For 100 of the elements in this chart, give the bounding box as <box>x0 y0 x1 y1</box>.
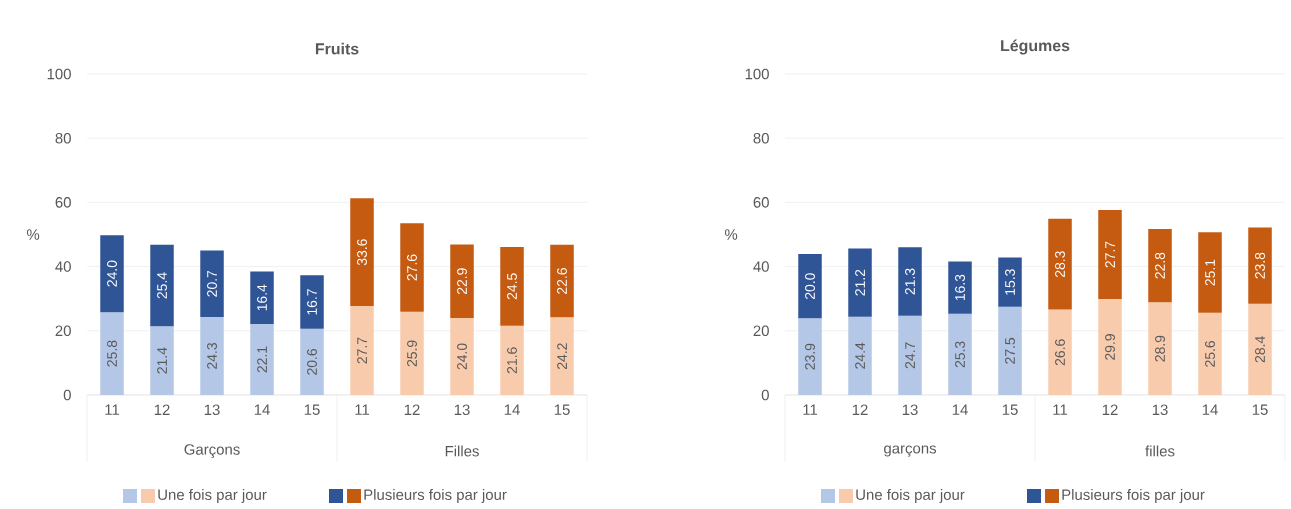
bar <box>1098 299 1122 395</box>
x-tick-label: 12 <box>1102 404 1118 415</box>
x-tick-label: 13 <box>204 404 220 416</box>
data-label: 21.6 <box>507 347 517 374</box>
bar <box>1198 232 1222 313</box>
data-label: 16.3 <box>955 274 965 301</box>
y-tick-label: 80 <box>753 132 769 144</box>
x-tick-label: 14 <box>1202 404 1218 415</box>
x-tick-label: 14 <box>504 404 520 415</box>
bar <box>1148 229 1172 303</box>
x-tick-label: 15 <box>1002 404 1018 415</box>
data-label: 28.9 <box>1155 335 1165 362</box>
y-tick-label: 100 <box>745 68 769 80</box>
data-label: 25.1 <box>1205 259 1215 286</box>
bar <box>1148 302 1172 395</box>
data-label: 26.6 <box>1055 339 1065 366</box>
data-label: 25.8 <box>107 340 117 367</box>
bar <box>798 254 822 319</box>
bar <box>400 311 424 395</box>
bar <box>350 198 374 307</box>
chart-title: Fruits <box>315 42 359 55</box>
x-tick-label: 11 <box>1053 404 1068 415</box>
bar <box>898 247 922 316</box>
y-tick-label: 40 <box>55 261 71 272</box>
bar <box>1098 210 1122 300</box>
x-tick-label: 11 <box>803 404 818 415</box>
x-tick-label: 12 <box>404 404 420 415</box>
x-tick-label: 15 <box>1252 404 1268 415</box>
bar <box>250 324 274 395</box>
legend-label: Une fois par jour <box>856 489 965 503</box>
data-label: 27.7 <box>1105 241 1115 268</box>
y-tick-label: 0 <box>761 389 769 401</box>
x-tick-label: 15 <box>304 404 320 415</box>
data-label: 25.4 <box>157 272 167 299</box>
bar <box>400 223 424 312</box>
bar <box>998 306 1022 395</box>
bar <box>300 328 324 395</box>
data-label: 25.6 <box>1205 340 1215 367</box>
chart-title: Légumes <box>1001 39 1070 55</box>
y-tick-label: 60 <box>55 197 71 208</box>
data-label: 29.9 <box>1105 334 1115 360</box>
data-label: 28.4 <box>1255 336 1265 363</box>
data-label: 15.3 <box>1005 269 1015 295</box>
x-tick-label: 14 <box>952 404 968 415</box>
y-axis-title: % <box>26 229 40 240</box>
bar <box>350 306 374 395</box>
y-tick-label: 20 <box>753 325 769 337</box>
bar <box>200 316 224 395</box>
bar <box>450 244 474 318</box>
data-label: 24.5 <box>507 273 517 300</box>
data-label: 23.9 <box>805 343 815 370</box>
bar <box>1248 303 1272 395</box>
x-tick-label: 11 <box>355 404 370 415</box>
text: filles <box>1145 445 1175 457</box>
data-label: 16.4 <box>257 284 267 311</box>
data-label: 20.6 <box>307 348 317 375</box>
data-label: 21.4 <box>157 347 167 374</box>
data-label: 24.0 <box>457 343 467 370</box>
y-tick-label: 100 <box>47 68 71 80</box>
data-label: 22.6 <box>557 268 567 294</box>
data-label: 20.0 <box>805 273 815 300</box>
bar <box>1248 227 1272 304</box>
data-label: 25.9 <box>407 340 417 367</box>
bar <box>300 275 324 329</box>
data-label: 21.2 <box>855 269 865 296</box>
bar <box>150 326 174 395</box>
data-label: 24.0 <box>107 260 117 287</box>
data-label: 22.8 <box>1155 252 1165 279</box>
x-tick-label: 13 <box>902 404 918 416</box>
data-label: 24.2 <box>557 343 567 370</box>
bar <box>500 247 524 326</box>
bar <box>450 317 474 395</box>
bar <box>200 250 224 317</box>
bar <box>150 244 174 327</box>
data-label: 22.9 <box>457 268 467 295</box>
y-tick-label: 0 <box>63 389 71 401</box>
bar <box>1198 312 1222 395</box>
x-tick-label: 13 <box>1152 404 1168 416</box>
y-tick-label: 60 <box>753 197 769 208</box>
data-label: 27.5 <box>1005 337 1015 364</box>
bar <box>1048 218 1072 310</box>
bar <box>250 271 274 325</box>
x-tick-label: 11 <box>105 404 120 415</box>
legend-label: Une fois par jour <box>158 489 267 503</box>
bar <box>550 244 574 318</box>
data-label: 27.6 <box>407 254 417 281</box>
x-tick-label: 12 <box>154 404 170 415</box>
bar <box>1048 309 1072 395</box>
text: Garçons <box>184 444 240 458</box>
y-tick-label: 80 <box>55 132 71 144</box>
bar <box>100 235 124 313</box>
data-label: 20.7 <box>207 270 217 297</box>
bar <box>998 257 1022 307</box>
bar <box>948 261 972 314</box>
data-label: 24.4 <box>855 342 865 369</box>
data-label: 25.3 <box>955 341 965 368</box>
data-label: 28.3 <box>1055 251 1065 278</box>
data-label: 16.7 <box>307 289 317 315</box>
x-tick-label: 13 <box>454 404 470 416</box>
bar <box>848 316 872 395</box>
